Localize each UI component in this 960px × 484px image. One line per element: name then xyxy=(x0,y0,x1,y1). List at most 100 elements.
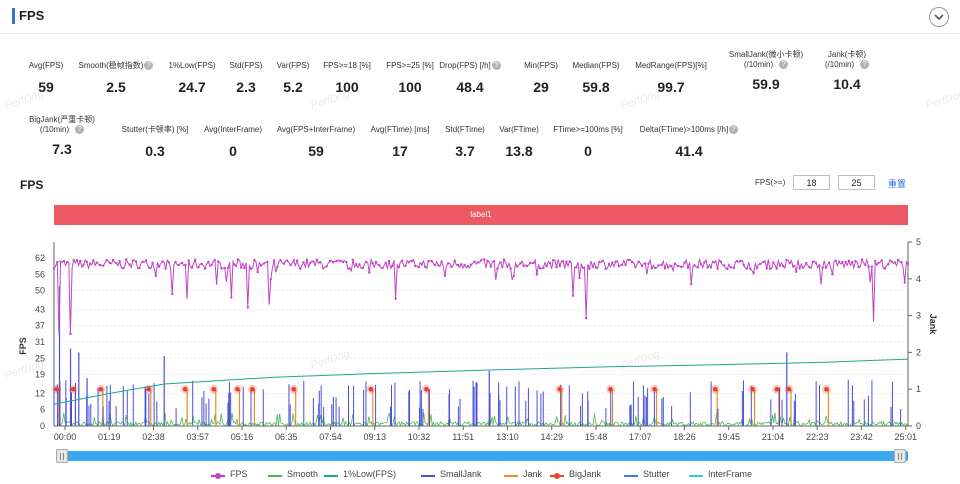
fps-point xyxy=(279,258,282,262)
fps-point xyxy=(890,260,893,263)
fps-point xyxy=(417,266,420,269)
fps-point xyxy=(565,260,568,263)
fps-point xyxy=(148,266,151,269)
help-icon[interactable]: ? xyxy=(144,61,154,71)
fps-point xyxy=(437,263,440,267)
fps-threshold-input-1[interactable] xyxy=(793,175,830,190)
fps-point xyxy=(489,265,493,268)
x-tick-label: 15:48 xyxy=(585,432,608,442)
fps-point xyxy=(456,263,460,267)
bigjank-marker xyxy=(250,386,255,392)
fps-point xyxy=(621,263,624,267)
fps-point xyxy=(870,265,874,268)
legend-item-1-low-fps-[interactable]: 1%Low(FPS) xyxy=(324,469,396,479)
fps-point xyxy=(791,265,795,268)
legend-item-fps[interactable]: FPS xyxy=(211,469,248,479)
legend-item-bigjank[interactable]: BigJank xyxy=(550,469,601,479)
fps-point xyxy=(686,266,690,270)
fps-point xyxy=(555,265,558,269)
fps-point xyxy=(496,267,499,270)
legend-label: BigJank xyxy=(569,469,602,479)
legend-item-stutter[interactable]: Stutter xyxy=(624,469,670,479)
fps-point xyxy=(253,258,256,262)
stat-value: 13.8 xyxy=(505,143,533,159)
legend-label: Stutter xyxy=(643,469,670,479)
fps-point xyxy=(509,267,512,270)
stat-stats-row1-1: Smooth(稳帧指数)? 2.5 xyxy=(61,61,171,95)
legend-label: InterFrame xyxy=(708,469,753,479)
fps-point xyxy=(243,266,246,270)
reset-button[interactable]: 重置 xyxy=(888,179,907,189)
fps-point xyxy=(345,260,348,264)
slider-handle-right[interactable] xyxy=(894,449,906,463)
fps-point xyxy=(325,265,328,268)
slider-handle-left[interactable] xyxy=(56,449,68,463)
x-tick-label: 09:13 xyxy=(363,432,386,442)
stat-label: Avg(InterFrame) xyxy=(203,125,263,134)
stat-label: FTime>=100ms [%] xyxy=(553,125,623,134)
fps-threshold-input-2[interactable] xyxy=(838,175,875,190)
legend-label: 1%Low(FPS) xyxy=(343,469,397,479)
bigjank-marker xyxy=(98,386,104,392)
legend-item-smalljank[interactable]: SmallJank xyxy=(421,469,482,479)
stat-stats-row1-3: Std(FPS) 2.3 xyxy=(191,61,301,95)
y2-tick-label: 5 xyxy=(916,237,921,247)
fps-point xyxy=(207,260,210,264)
help-icon[interactable]: ? xyxy=(491,61,501,71)
y-tick-label: 62 xyxy=(35,253,45,263)
fps-point xyxy=(634,265,637,269)
stat-value: 0 xyxy=(584,143,592,159)
label-band[interactable]: label1 xyxy=(54,205,908,225)
y2-tick-label: 4 xyxy=(916,274,921,284)
fps-point xyxy=(59,260,62,263)
fps-point xyxy=(167,261,171,264)
x-tick-label: 05:16 xyxy=(231,432,254,442)
legend-swatch xyxy=(324,475,338,477)
fps-point xyxy=(404,264,407,268)
legend-item-smooth[interactable]: Smooth xyxy=(268,469,318,479)
fps-point xyxy=(804,261,808,265)
x-tick-label: 06:35 xyxy=(275,432,298,442)
help-icon[interactable]: ? xyxy=(729,125,739,135)
fps-point xyxy=(588,267,591,270)
fps-point xyxy=(722,264,726,267)
time-range-slider[interactable] xyxy=(56,451,908,461)
fps-point xyxy=(476,261,479,264)
fps-point xyxy=(128,263,131,266)
collapse-button[interactable] xyxy=(929,7,949,27)
help-icon[interactable]: ? xyxy=(779,60,789,70)
fps-point xyxy=(529,261,532,265)
fps-point xyxy=(72,258,75,262)
stat-label-unit: (/10min)? xyxy=(7,125,117,135)
fps-point xyxy=(581,266,585,270)
stat-stats-row2-3: Avg(FPS+InterFrame) 59 xyxy=(261,125,371,159)
fps-point xyxy=(282,262,286,265)
fps-point xyxy=(289,263,292,267)
fps-point xyxy=(680,265,683,269)
fps-point xyxy=(328,259,332,263)
fps-point xyxy=(338,259,341,263)
y2-axis-label: Jank xyxy=(928,314,938,336)
stat-stats-row2-8: Delta(FTime)>100ms [/h]? 41.4 xyxy=(634,125,744,159)
legend-item-jank[interactable]: Jank xyxy=(504,469,542,479)
smooth-series-line xyxy=(53,412,909,428)
fps-point xyxy=(578,276,581,280)
legend-item-interframe[interactable]: InterFrame xyxy=(689,469,752,479)
fps-point xyxy=(217,260,220,263)
fps-point xyxy=(575,266,578,269)
help-icon[interactable]: ? xyxy=(860,60,870,70)
fps-point xyxy=(525,264,529,268)
fps-point xyxy=(197,266,200,269)
fps-point xyxy=(151,261,154,264)
fps-point xyxy=(384,261,387,264)
fps-point xyxy=(785,258,788,262)
help-icon[interactable]: ? xyxy=(75,125,85,135)
bigjank-marker xyxy=(557,386,563,392)
fps-point xyxy=(98,263,102,267)
fps-point xyxy=(795,270,798,273)
fps-point xyxy=(453,259,456,262)
stat-stats-row2-2: Avg(InterFrame) 0 xyxy=(178,125,288,159)
fps-point xyxy=(758,262,762,266)
fps-point xyxy=(259,264,263,267)
